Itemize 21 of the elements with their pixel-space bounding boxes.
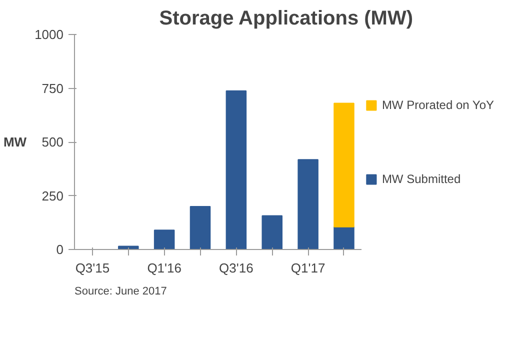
y-tick-label: 250 [42,188,64,204]
bar [262,215,283,250]
y-tick-label: 1000 [34,27,64,42]
x-tick-label: Q1'16 [147,260,182,276]
legend-label: MW Submitted [382,172,461,186]
legend-label: MW Prorated on YoY [382,98,494,112]
y-axis-title: MW [3,134,28,150]
bar [334,102,354,228]
bar [190,206,211,250]
x-tick-label: Q3'16 [219,260,254,276]
bar [298,159,318,250]
x-tick-label: Q3'15 [75,260,110,276]
y-tick-label: 0 [56,242,64,257]
bar [334,226,354,250]
bar [154,230,175,250]
x-tick-label: Q1'17 [290,260,326,276]
chart-title: Storage Applications (MW) [159,8,413,30]
y-tick-label: 500 [42,134,64,150]
y-tick-label: 750 [42,80,64,96]
bar [226,90,247,250]
source-note: Source: June 2017 [74,286,167,298]
